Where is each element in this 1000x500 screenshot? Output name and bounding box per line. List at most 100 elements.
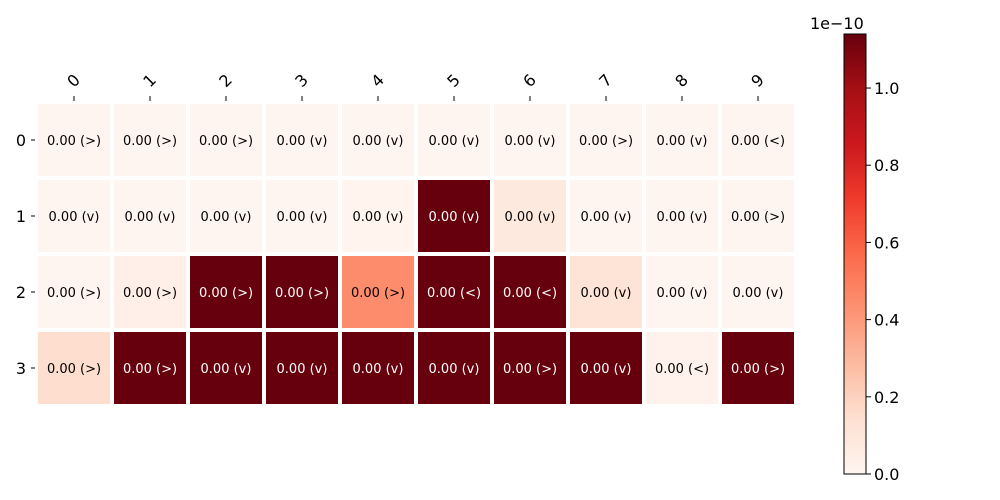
- heatmap-cell: 0.00 (v): [570, 180, 642, 252]
- heatmap-cell-rect: [266, 256, 338, 328]
- heatmap-cells: 0.00 (>) 0.00 (>) 0.00 (>) 0.00 (v) 0.00 (v)…: [38, 104, 794, 404]
- heatmap-cell-rect: [494, 256, 566, 328]
- colorbar-tick-label: 0.8: [874, 156, 899, 175]
- heatmap-cell: 0.00 (>): [494, 332, 566, 404]
- heatmap-cell-label: 0.00 (v): [277, 134, 328, 149]
- x-tick-label: 1: [139, 70, 160, 91]
- heatmap-cell: 0.00 (>): [38, 332, 110, 404]
- heatmap-cell-label: 0.00 (v): [505, 134, 556, 149]
- heatmap-cell-rect: [190, 104, 262, 176]
- heatmap-cell-label: 0.00 (>): [579, 134, 633, 149]
- heatmap-cell-rect: [418, 256, 490, 328]
- heatmap-cell-rect: [722, 332, 794, 404]
- heatmap-cell-rect: [570, 180, 642, 252]
- heatmap-cell: 0.00 (<): [722, 104, 794, 176]
- heatmap-cell: 0.00 (v): [646, 180, 718, 252]
- x-tick-label: 4: [367, 70, 388, 91]
- colorbar: 0.0 0.2 0.4 0.6 0.8 1.0 1e−10: [810, 14, 899, 484]
- heatmap-cell-rect: [114, 180, 186, 252]
- x-tick-label: 3: [291, 70, 312, 91]
- heatmap-cell: 0.00 (<): [418, 256, 490, 328]
- heatmap-cell: 0.00 (>): [190, 104, 262, 176]
- heatmap-cell: 0.00 (>): [38, 104, 110, 176]
- heatmap-cell-label: 0.00 (>): [199, 286, 253, 301]
- heatmap-cell-rect: [418, 332, 490, 404]
- heatmap-cell-label: 0.00 (v): [353, 210, 404, 225]
- heatmap-cell-label: 0.00 (>): [47, 362, 101, 377]
- heatmap-cell-label: 0.00 (>): [503, 362, 557, 377]
- heatmap-cell: 0.00 (v): [38, 180, 110, 252]
- heatmap-cell-label: 0.00 (>): [47, 134, 101, 149]
- heatmap-cell-label: 0.00 (v): [125, 210, 176, 225]
- heatmap-cell-rect: [418, 180, 490, 252]
- heatmap-cell: 0.00 (v): [722, 256, 794, 328]
- heatmap-cell-rect: [342, 180, 414, 252]
- heatmap-cell-label: 0.00 (v): [201, 210, 252, 225]
- heatmap-cell-label: 0.00 (<): [655, 362, 709, 377]
- heatmap-cell-rect: [570, 256, 642, 328]
- heatmap-cell-label: 0.00 (v): [429, 134, 480, 149]
- heatmap-cell-label: 0.00 (<): [427, 286, 481, 301]
- x-tick-label: 2: [215, 70, 236, 91]
- heatmap-cell-label: 0.00 (>): [199, 134, 253, 149]
- heatmap-cell: 0.00 (>): [38, 256, 110, 328]
- heatmap-cell-label: 0.00 (>): [351, 286, 405, 301]
- colorbar-tick-label: 0.4: [874, 311, 899, 330]
- x-tick-label: 6: [519, 70, 540, 91]
- heatmap-cell-label: 0.00 (v): [581, 362, 632, 377]
- heatmap-cell-rect: [342, 332, 414, 404]
- heatmap-cell: 0.00 (v): [266, 180, 338, 252]
- heatmap-cell-rect: [646, 180, 718, 252]
- heatmap-cell: 0.00 (v): [418, 332, 490, 404]
- heatmap-cell-label: 0.00 (>): [731, 362, 785, 377]
- heatmap-cell-rect: [114, 256, 186, 328]
- heatmap-cell-rect: [266, 332, 338, 404]
- heatmap-cell: 0.00 (v): [190, 332, 262, 404]
- heatmap-cell-rect: [570, 332, 642, 404]
- x-tick-label: 5: [443, 70, 464, 91]
- heatmap-cell: 0.00 (>): [114, 104, 186, 176]
- heatmap-cell-rect: [266, 180, 338, 252]
- heatmap-cell-rect: [114, 104, 186, 176]
- heatmap-cell: 0.00 (v): [494, 104, 566, 176]
- heatmap-cell-label: 0.00 (v): [201, 362, 252, 377]
- heatmap-cell-rect: [646, 332, 718, 404]
- heatmap-cell-rect: [570, 104, 642, 176]
- heatmap-cell: 0.00 (<): [494, 256, 566, 328]
- heatmap-cell: 0.00 (v): [342, 332, 414, 404]
- heatmap-cell-label: 0.00 (v): [657, 286, 708, 301]
- heatmap-cell-rect: [190, 332, 262, 404]
- colorbar-tick-label: 0.6: [874, 233, 899, 252]
- colorbar-ticks: 0.0 0.2 0.4 0.6 0.8 1.0: [866, 79, 899, 484]
- heatmap-cell-label: 0.00 (v): [581, 286, 632, 301]
- heatmap-cell: 0.00 (v): [494, 180, 566, 252]
- heatmap-cell-label: 0.00 (>): [123, 286, 177, 301]
- heatmap-cell: 0.00 (>): [570, 104, 642, 176]
- heatmap-cell: 0.00 (>): [722, 332, 794, 404]
- heatmap-cell-rect: [190, 180, 262, 252]
- heatmap-cell-rect: [494, 332, 566, 404]
- heatmap-cell: 0.00 (v): [646, 256, 718, 328]
- heatmap-cell: 0.00 (>): [114, 256, 186, 328]
- x-tick-label: 0: [63, 70, 84, 91]
- colorbar-tick-label: 0.0: [874, 465, 899, 484]
- heatmap-cell-rect: [38, 256, 110, 328]
- x-tick-label: 9: [747, 70, 768, 91]
- heatmap-cell: 0.00 (v): [342, 104, 414, 176]
- y-tick-label: 1: [16, 207, 26, 226]
- colorbar-tick-label: 1.0: [874, 79, 899, 98]
- heatmap-cell-label: 0.00 (v): [733, 286, 784, 301]
- heatmap-cell-label: 0.00 (v): [277, 362, 328, 377]
- heatmap-cell-rect: [342, 256, 414, 328]
- heatmap-cell-rect: [722, 180, 794, 252]
- heatmap-cell-label: 0.00 (v): [353, 134, 404, 149]
- heatmap-cell-rect: [342, 104, 414, 176]
- heatmap-cell-label: 0.00 (>): [731, 210, 785, 225]
- heatmap-cell-label: 0.00 (v): [657, 134, 708, 149]
- heatmap-cell: 0.00 (v): [418, 180, 490, 252]
- x-axis-ticks: 0 1 2 3 4 5 6 7 8 9: [63, 70, 768, 101]
- heatmap-cell-label: 0.00 (>): [123, 134, 177, 149]
- heatmap-cell: 0.00 (v): [266, 332, 338, 404]
- heatmap-cell: 0.00 (>): [722, 180, 794, 252]
